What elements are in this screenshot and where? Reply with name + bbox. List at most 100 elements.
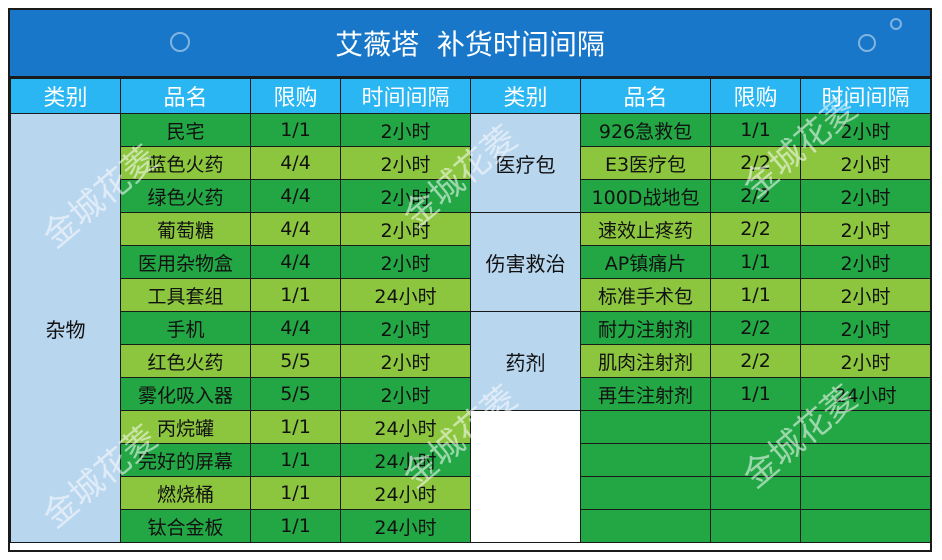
limit-cell: 4/4 (250, 311, 341, 345)
table-row: 燃烧桶 1/1 24小时 (11, 476, 930, 510)
interval-cell: 2小时 (800, 278, 930, 312)
interval-cell: 2小时 (340, 377, 471, 411)
empty-cell (710, 410, 801, 444)
item-name-cell: 完好的屏幕 (120, 443, 251, 477)
empty-cell (800, 410, 930, 444)
item-name-cell: 再生注射剂 (580, 377, 711, 411)
limit-cell: 1/1 (710, 278, 801, 312)
restock-table: 类别 品名 限购 时间间隔 类别 品名 限购 时间间隔 杂物 民宅 1/1 2小时 医疗… (10, 78, 930, 543)
table-row: 红色火药 5/5 2小时 肌肉注射剂 2/2 2小时 (11, 344, 930, 378)
interval-cell: 24小时 (340, 410, 471, 444)
limit-cell: 1/1 (710, 245, 801, 279)
item-name-cell: 926急救包 (580, 113, 711, 147)
item-name-cell: 肌肉注射剂 (580, 344, 711, 378)
table-row: 医用杂物盒 4/4 2小时 AP镇痛片 1/1 2小时 (11, 245, 930, 279)
header-row: 类别 品名 限购 时间间隔 类别 品名 限购 时间间隔 (10, 78, 930, 114)
item-name-cell: 速效止疼药 (580, 212, 711, 246)
limit-cell: 1/1 (250, 443, 341, 477)
item-name-cell: 手机 (120, 311, 251, 345)
category-cell-right: 伤害救治 (470, 212, 581, 312)
interval-cell: 2小时 (340, 179, 471, 213)
category-cell-right: 药剂 (470, 311, 581, 411)
interval-cell: 2小时 (800, 344, 930, 378)
limit-cell: 4/4 (250, 146, 341, 180)
item-name-cell: 工具套组 (120, 278, 251, 312)
table-row: 完好的屏幕 1/1 24小时 (11, 443, 930, 477)
empty-cell (710, 476, 801, 510)
header-limit-right: 限购 (710, 78, 801, 114)
limit-cell: 2/2 (710, 146, 801, 180)
item-name-cell: 燃烧桶 (120, 476, 251, 510)
table-row: 蓝色火药 4/4 2小时 E3医疗包 2/2 2小时 (11, 146, 930, 180)
header-category-right: 类别 (470, 78, 581, 114)
interval-cell: 2小时 (800, 212, 930, 246)
interval-cell: 24小时 (340, 443, 471, 477)
limit-cell: 1/1 (250, 113, 341, 147)
interval-cell: 2小时 (340, 212, 471, 246)
limit-cell: 2/2 (710, 311, 801, 345)
item-name-cell: 标准手术包 (580, 278, 711, 312)
header-name-right: 品名 (580, 78, 711, 114)
interval-cell: 2小时 (340, 245, 471, 279)
interval-cell: 24小时 (340, 509, 471, 543)
item-name-cell: 医用杂物盒 (120, 245, 251, 279)
empty-cell (580, 476, 711, 510)
limit-cell: 2/2 (710, 212, 801, 246)
header-category-left: 类别 (10, 78, 121, 114)
item-name-cell: 红色火药 (120, 344, 251, 378)
item-name-cell: AP镇痛片 (580, 245, 711, 279)
header-name-left: 品名 (120, 78, 251, 114)
limit-cell: 4/4 (250, 245, 341, 279)
empty-cell (800, 509, 930, 543)
interval-cell: 24小时 (340, 278, 471, 312)
item-name-cell: 丙烷罐 (120, 410, 251, 444)
limit-cell: 1/1 (710, 113, 801, 147)
empty-cell (580, 443, 711, 477)
table-row: 雾化吸入器 5/5 2小时 再生注射剂 1/1 24小时 (11, 377, 930, 411)
interval-cell: 2小时 (800, 245, 930, 279)
table-row: 杂物 民宅 1/1 2小时 医疗包 926急救包 1/1 2小时 (10, 113, 930, 543)
table-row: 手机 4/4 2小时 药剂 耐力注射剂 2/2 2小时 (11, 311, 930, 411)
interval-cell: 2小时 (340, 113, 471, 147)
empty-cell (580, 410, 711, 444)
empty-cell (580, 509, 711, 543)
empty-cell (710, 509, 801, 543)
limit-cell: 4/4 (250, 179, 341, 213)
limit-cell: 1/1 (250, 278, 341, 312)
limit-cell: 5/5 (250, 344, 341, 378)
table-row: 钛合金板 1/1 24小时 (11, 509, 930, 543)
item-name-cell: 蓝色火药 (120, 146, 251, 180)
limit-cell: 1/1 (250, 476, 341, 510)
table-row: 工具套组 1/1 24小时 标准手术包 1/1 2小时 (11, 278, 930, 312)
table-row: 绿色火药 4/4 2小时 100D战地包 2/2 2小时 (11, 179, 930, 213)
item-name-cell: 100D战地包 (580, 179, 711, 213)
interval-cell: 2小时 (800, 179, 930, 213)
interval-cell: 24小时 (800, 377, 930, 411)
table-title-bar: 艾薇塔 补货时间间隔 (10, 10, 930, 78)
restock-table-card: 艾薇塔 补货时间间隔 类别 品名 限购 时间间隔 类别 品名 限购 时间间隔 杂… (8, 8, 932, 552)
limit-cell: 2/2 (710, 179, 801, 213)
limit-cell: 1/1 (250, 509, 341, 543)
limit-cell: 2/2 (710, 344, 801, 378)
item-name-cell: 耐力注射剂 (580, 311, 711, 345)
item-name-cell: E3医疗包 (580, 146, 711, 180)
interval-cell: 2小时 (340, 344, 471, 378)
interval-cell: 2小时 (800, 311, 930, 345)
empty-cell (710, 443, 801, 477)
limit-cell: 5/5 (250, 377, 341, 411)
interval-cell: 2小时 (800, 146, 930, 180)
table-row: 葡萄糖 4/4 2小时 伤害救治 速效止疼药 2/2 2小时 (11, 212, 930, 312)
item-name-cell: 绿色火药 (120, 179, 251, 213)
header-interval-left: 时间间隔 (340, 78, 471, 114)
item-name-cell: 民宅 (120, 113, 251, 147)
interval-cell: 24小时 (340, 476, 471, 510)
limit-cell: 1/1 (710, 377, 801, 411)
table-row: 丙烷罐 1/1 24小时 (11, 410, 930, 543)
empty-cell (800, 476, 930, 510)
interval-cell: 2小时 (340, 311, 471, 345)
table-title: 艾薇塔 补货时间间隔 (335, 28, 605, 61)
limit-cell: 1/1 (250, 410, 341, 444)
header-limit-left: 限购 (250, 78, 341, 114)
empty-cell (800, 443, 930, 477)
category-cell-right: 医疗包 (470, 113, 581, 213)
